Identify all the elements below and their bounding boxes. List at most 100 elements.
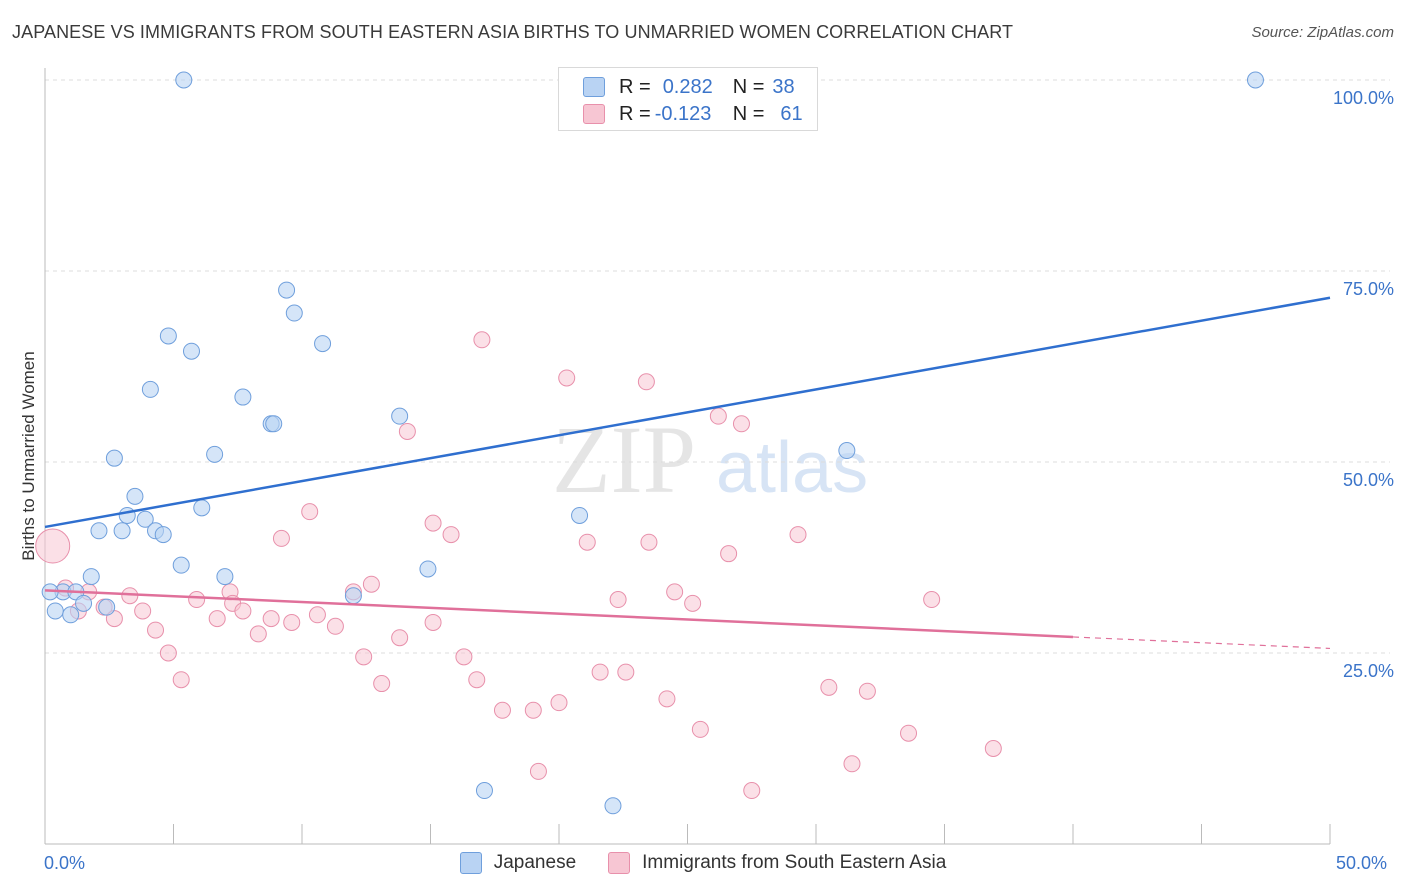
y-tick-label: 75.0% — [1343, 279, 1394, 299]
immigrants-point — [923, 591, 941, 609]
immigrants-point — [159, 644, 177, 662]
y-tick-label: 50.0% — [1343, 470, 1394, 490]
immigrants-point — [373, 675, 391, 693]
chart-title: JAPANESE VS IMMIGRANTS FROM SOUTH EASTER… — [12, 22, 1014, 42]
immigrants-point — [637, 373, 655, 391]
japanese-point — [234, 388, 252, 406]
x-tick-label-min: 0.0% — [44, 853, 85, 873]
legend-r-label: R = — [619, 75, 651, 98]
stats-legend: R = 0.282 N = 38 R = -0.123 N = 61 — [558, 67, 818, 131]
immigrants-point — [35, 528, 71, 564]
immigrants-swatch — [583, 104, 605, 124]
x-ticks — [44, 824, 1331, 844]
japanese-point — [105, 449, 123, 467]
japanese-point — [46, 602, 64, 620]
japanese-point — [126, 487, 144, 505]
immigrants-point — [493, 701, 511, 719]
immigrants-point — [398, 422, 416, 440]
immigrants-point — [355, 648, 373, 666]
japanese-point — [193, 499, 211, 517]
immigrants-point — [984, 740, 1002, 757]
y-tick-labels: 25.0% 50.0% 75.0% 100.0% — [1333, 88, 1394, 681]
watermark: ZIP atlas — [552, 406, 868, 513]
immigrants-point — [147, 621, 165, 639]
japanese-point — [98, 598, 116, 616]
immigrants-point — [272, 529, 290, 547]
legend-n-value: 38 — [772, 75, 795, 98]
immigrants-point — [743, 782, 761, 800]
japanese-point — [182, 342, 200, 360]
immigrants-point — [900, 724, 918, 742]
immigrants-point — [391, 629, 409, 647]
japanese-point — [136, 510, 154, 528]
immigrants-point — [326, 617, 344, 635]
japanese-point — [285, 304, 303, 322]
immigrants-point — [617, 663, 635, 681]
japanese-point — [82, 568, 100, 586]
immigrants-trend-extension — [1072, 636, 1331, 650]
immigrants-point — [249, 625, 267, 643]
japanese-point — [278, 281, 296, 299]
legend-r-value: -0.123 — [654, 102, 712, 125]
legend-item-japanese: Japanese — [459, 852, 577, 874]
japanese-point — [216, 568, 234, 586]
legend-n-label: N = — [732, 102, 765, 125]
legend-r-label: R = — [619, 102, 651, 125]
gridlines — [45, 79, 1390, 654]
watermark-zip: ZIP — [552, 406, 696, 513]
immigrants-point — [234, 602, 252, 620]
x-tick-label-max: 50.0% — [1336, 853, 1387, 873]
immigrants-point — [455, 648, 473, 666]
legend-item-immigrants: Immigrants from South Eastern Asia — [608, 852, 946, 874]
legend-n-value: 61 — [780, 102, 803, 125]
japanese-point — [344, 587, 362, 605]
japanese-point — [265, 415, 283, 433]
y-tick-label: 100.0% — [1333, 88, 1394, 108]
immigrants-point — [424, 613, 442, 631]
immigrants-point — [550, 694, 568, 712]
source-label: Source: ZipAtlas.com — [1251, 24, 1394, 41]
immigrants-point — [684, 594, 702, 612]
japanese-legend-swatch — [459, 852, 482, 874]
immigrants-point — [362, 575, 380, 593]
japanese-swatch — [583, 77, 605, 97]
japanese-point — [62, 606, 80, 624]
japanese-point — [75, 594, 93, 612]
legend-label-immigrants: Immigrants from South Eastern Asia — [642, 852, 947, 873]
japanese-point — [571, 506, 589, 524]
immigrants-point — [172, 671, 190, 689]
japanese-point — [141, 380, 159, 398]
immigrants-point — [843, 755, 861, 773]
y-tick-label: 25.0% — [1343, 661, 1394, 681]
trend-lines — [44, 296, 1331, 650]
japanese-point — [419, 560, 437, 578]
immigrants-point — [208, 610, 226, 628]
watermark-atlas: atlas — [716, 428, 868, 508]
immigrants-trend-line — [44, 589, 1074, 639]
japanese-point — [391, 407, 409, 425]
immigrants-point — [709, 407, 727, 425]
immigrants-point — [658, 690, 676, 708]
legend-n-label: N = — [732, 75, 765, 98]
immigrants-point — [529, 762, 547, 780]
immigrants-point — [640, 533, 658, 551]
japanese-point — [90, 522, 108, 540]
japanese-point — [206, 445, 224, 463]
japanese-point — [172, 556, 190, 574]
immigrants-point — [262, 610, 280, 628]
immigrants-point — [308, 606, 326, 624]
immigrants-point — [820, 678, 838, 696]
immigrants-point — [558, 369, 576, 387]
immigrants-point — [442, 526, 460, 544]
immigrants-point — [609, 591, 627, 609]
immigrants-point — [591, 663, 609, 681]
series-legend: Japanese Immigrants from South Eastern A… — [0, 852, 1406, 874]
legend-label-japanese: Japanese — [493, 852, 577, 873]
japanese-point — [159, 327, 177, 345]
immigrants-point — [732, 415, 750, 433]
immigrants-point — [188, 591, 206, 609]
immigrants-point — [720, 545, 738, 563]
immigrants-point — [691, 720, 709, 738]
y-axis-title: Births to Unmarried Women — [19, 351, 38, 560]
